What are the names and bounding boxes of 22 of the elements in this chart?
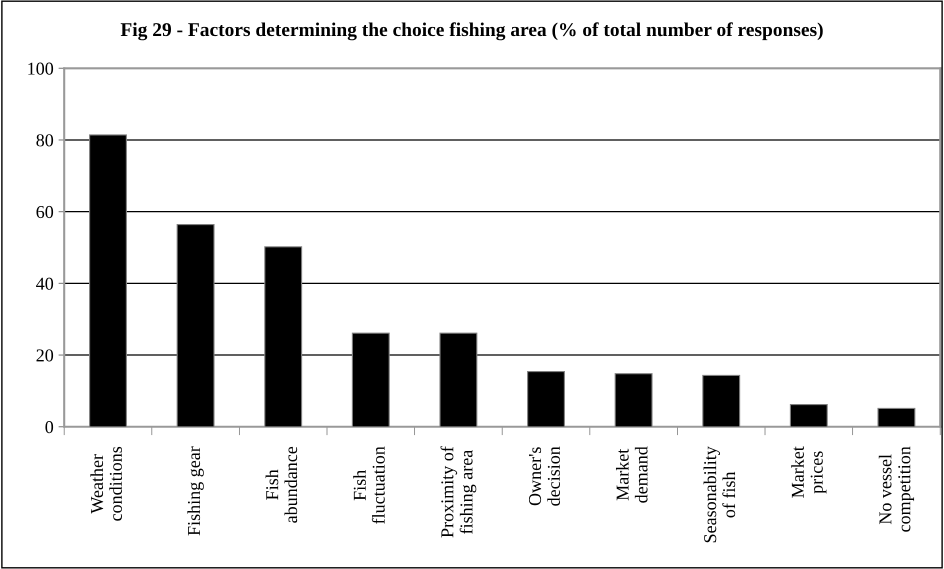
x-tick-label: No vessel competition (878, 446, 914, 532)
x-tick-label: Weather conditions (90, 446, 122, 521)
bar (527, 370, 565, 427)
y-tick-label: 60 (36, 206, 54, 218)
x-tick-label: Fish abundance (266, 446, 298, 523)
x-tick-label: Fish fluctuation (353, 446, 385, 524)
y-tick-label: 100 (28, 62, 54, 75)
y-tick-label: 40 (36, 278, 54, 290)
y-tick-label: 80 (36, 134, 54, 146)
x-tick-label: Market prices (791, 446, 826, 498)
x-tick-label: Seasonability of fish (704, 446, 736, 542)
bar (790, 404, 828, 427)
bar (614, 373, 653, 427)
x-tick-label: Owner's decision (528, 446, 560, 506)
bar (877, 408, 916, 427)
bar (702, 374, 740, 427)
x-tick-label: Market demand (616, 446, 648, 503)
x-tick-label: Proximity of fishing area (440, 446, 476, 538)
chart-title: Fig 29 - Factors determining the choice fishing area (% of total number of responses) (120, 22, 823, 40)
y-tick-label: 0 (45, 421, 54, 434)
x-tick-label: Fishing gear (187, 446, 204, 536)
y-tick-label: 20 (36, 349, 54, 362)
